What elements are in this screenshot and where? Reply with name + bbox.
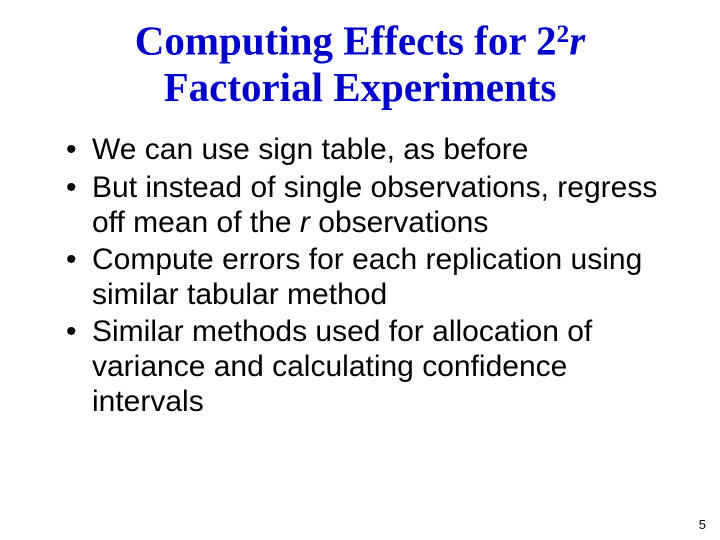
list-item: Compute errors for each replication usin… (92, 242, 670, 312)
bullet-text-post: observations (310, 206, 488, 239)
list-item: But instead of single observations, regr… (92, 170, 670, 240)
list-item: We can use sign table, as before (92, 132, 670, 167)
slide: Computing Effects for 22r Factorial Expe… (0, 0, 720, 540)
bullet-text-italic: r (300, 206, 310, 239)
title-part-1: Computing Effects for 2 (135, 18, 557, 64)
bullet-list: We can use sign table, as before But ins… (30, 132, 690, 419)
list-item: Similar methods used for allocation of v… (92, 314, 670, 419)
title-italic-r: r (569, 18, 585, 64)
bullet-text-pre: We can use sign table, as before (92, 133, 528, 166)
page-number: 5 (699, 517, 706, 532)
slide-title: Computing Effects for 22r Factorial Expe… (30, 18, 690, 110)
title-superscript: 2 (557, 20, 570, 48)
bullet-text-pre: Similar methods used for allocation of v… (92, 315, 592, 418)
bullet-text-pre: Compute errors for each replication usin… (92, 243, 642, 311)
title-line-2: Factorial Experiments (164, 64, 557, 110)
